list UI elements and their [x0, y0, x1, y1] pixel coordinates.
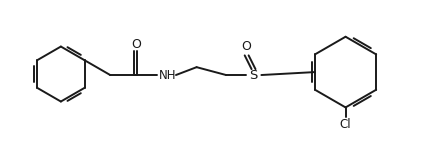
- Text: Cl: Cl: [340, 118, 351, 131]
- Text: S: S: [249, 69, 258, 81]
- Text: NH: NH: [158, 69, 176, 81]
- Text: O: O: [242, 40, 252, 53]
- Text: O: O: [131, 38, 141, 51]
